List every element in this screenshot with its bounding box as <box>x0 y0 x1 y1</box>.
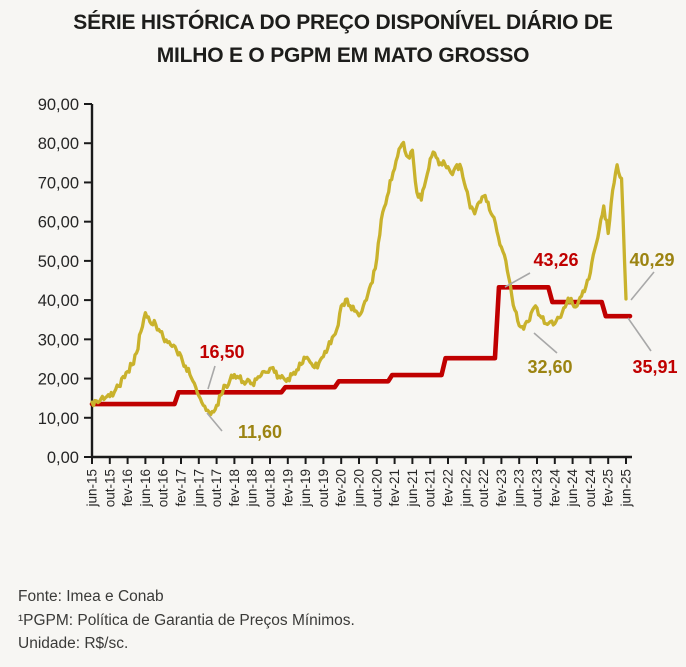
x-axis-label: out-18 <box>263 469 278 507</box>
x-axis-label: out-19 <box>316 469 331 507</box>
y-axis-label: 40,00 <box>38 292 79 310</box>
x-axis-label: fev-23 <box>494 469 509 507</box>
annotation-leader-line <box>206 412 223 432</box>
x-axis-label: fev-22 <box>441 469 456 507</box>
y-axis-label: 20,00 <box>38 371 79 389</box>
y-axis-label: 80,00 <box>38 135 79 153</box>
x-axis-label: jun-20 <box>352 469 367 508</box>
x-axis-label: fev-18 <box>227 469 242 507</box>
corn-price-line <box>90 140 628 417</box>
x-axis-label: jun-25 <box>619 469 634 508</box>
x-axis-label: fev-17 <box>174 469 189 507</box>
x-axis-label: jun-21 <box>405 469 420 508</box>
x-axis-label: fev-25 <box>601 469 616 507</box>
annotation-value-label: 11,60 <box>238 422 282 442</box>
x-axis-label: out-22 <box>476 469 491 507</box>
x-axis-label: jun-18 <box>245 469 260 508</box>
x-axis-label: jun-23 <box>512 469 527 508</box>
source-note: Fonte: Imea e Conab <box>18 588 164 605</box>
x-axis-label: fev-20 <box>334 469 349 507</box>
x-axis-label: out-17 <box>209 469 224 507</box>
chart-title: SÉRIE HISTÓRICA DO PREÇO DISPONÍVEL DIÁR… <box>0 6 686 72</box>
y-axis-label: 50,00 <box>38 253 79 271</box>
annotation-value-label: 40,29 <box>629 250 674 270</box>
x-axis-label: jun-22 <box>458 469 473 508</box>
x-axis-label: fev-21 <box>387 469 402 507</box>
annotation-value-label: 43,26 <box>533 250 578 270</box>
y-axis-label: 60,00 <box>38 214 79 232</box>
chart-title-line1: SÉRIE HISTÓRICA DO PREÇO DISPONÍVEL DIÁR… <box>73 11 613 34</box>
y-axis-label: 0,00 <box>47 449 79 467</box>
x-axis-label: fev-19 <box>280 469 295 507</box>
x-axis-label: jun-24 <box>565 469 580 508</box>
annotation-leader-line <box>207 365 216 390</box>
annotation-leader-line <box>630 271 655 301</box>
x-axis-label: jun-16 <box>138 469 153 508</box>
y-axis-label: 10,00 <box>38 410 79 428</box>
chart-title-line2: MILHO E O PGPM EM MATO GROSSO <box>156 44 530 67</box>
x-axis-label: fev-24 <box>547 469 562 507</box>
annotation-value-label: 16,50 <box>199 342 244 362</box>
x-axis-label: out-15 <box>102 469 117 507</box>
x-axis-label: out-24 <box>583 469 598 508</box>
x-axis-label: out-21 <box>423 469 438 507</box>
y-axis-label: 30,00 <box>38 331 79 349</box>
y-axis-label: 90,00 <box>38 96 79 114</box>
pgpm-line <box>89 285 633 407</box>
x-axis-label: out-23 <box>530 469 545 507</box>
x-axis-label: out-16 <box>156 469 171 507</box>
pgpm-note: ¹PGPM: Política de Garantia de Preços Mí… <box>18 611 355 629</box>
annotation-leader-line <box>627 317 652 352</box>
x-axis-label: jun-15 <box>85 469 100 508</box>
annotation-value-label: 32,60 <box>527 357 572 377</box>
unit-note: Unidade: R$/sc. <box>18 635 129 652</box>
chart-footnotes: Fonte: Imea e Conab ¹PGPM: Política de G… <box>18 585 355 656</box>
annotation-leader-line <box>533 332 558 354</box>
x-axis-label: out-20 <box>369 469 384 507</box>
x-axis-label: jun-19 <box>298 469 313 508</box>
x-axis-label: fev-16 <box>120 469 135 507</box>
x-axis-label: jun-17 <box>191 469 206 508</box>
annotation-value-label: 35,91 <box>632 357 677 377</box>
y-axis-label: 70,00 <box>38 174 79 192</box>
annotation-leader-line <box>504 272 531 288</box>
